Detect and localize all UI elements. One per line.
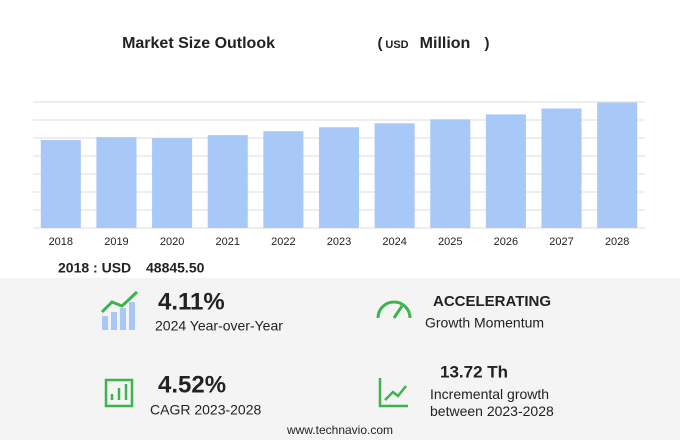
bar xyxy=(207,135,248,228)
bar xyxy=(152,138,193,228)
stat-label: 2024 Year-over-Year xyxy=(155,318,283,334)
x-tick-label: 2021 xyxy=(215,236,239,248)
bar xyxy=(485,114,526,228)
stat-value: ACCELERATING xyxy=(433,293,551,310)
x-tick-label: 2027 xyxy=(549,236,573,248)
x-tick-label: 2022 xyxy=(271,236,295,248)
stats-panel xyxy=(0,278,680,440)
chart-title: Market Size Outlook xyxy=(122,35,275,52)
x-tick-label: 2019 xyxy=(104,236,128,248)
bar xyxy=(318,127,360,228)
bar xyxy=(96,137,137,228)
stat-label-box: Incremental growth between 2023-2028 xyxy=(430,386,554,419)
icon-bars xyxy=(102,302,135,330)
bar xyxy=(430,119,471,228)
stat-value: 4.11% xyxy=(158,288,225,315)
unit-close: ) xyxy=(485,35,490,52)
unit-scale: Million xyxy=(420,35,471,52)
x-tick-label: 2028 xyxy=(605,236,629,248)
x-tick-label: 2025 xyxy=(438,236,462,248)
x-tick-label: 2026 xyxy=(494,236,518,248)
unit-currency: USD xyxy=(385,39,408,51)
footer: www.technavio.com xyxy=(286,423,393,437)
bar xyxy=(374,123,415,228)
x-tick-label: 2018 xyxy=(49,236,73,248)
icon-cagr xyxy=(104,378,134,408)
base-label: 2018 : USD xyxy=(58,260,131,276)
x-tick-label: 2024 xyxy=(382,236,406,248)
unit-open: ( xyxy=(378,35,383,52)
stat-label: CAGR 2023-2028 xyxy=(150,402,262,418)
stat-label: Growth Momentum xyxy=(425,315,544,331)
x-tick-label: 2023 xyxy=(327,236,351,248)
bar xyxy=(597,102,638,228)
stat-label: Incremental growth between 2023-2028 xyxy=(430,386,554,419)
bar xyxy=(40,140,81,228)
x-tick-label: 2020 xyxy=(160,236,184,248)
icon-gauge xyxy=(376,300,412,319)
bar xyxy=(263,131,304,228)
bar xyxy=(541,108,582,228)
stat-value: 4.52% xyxy=(158,371,226,398)
icon-trend xyxy=(100,290,139,314)
base-value: 48845.50 xyxy=(146,260,205,276)
icon-incremental xyxy=(378,378,408,408)
stat-value: 13.72 Th xyxy=(440,362,508,381)
